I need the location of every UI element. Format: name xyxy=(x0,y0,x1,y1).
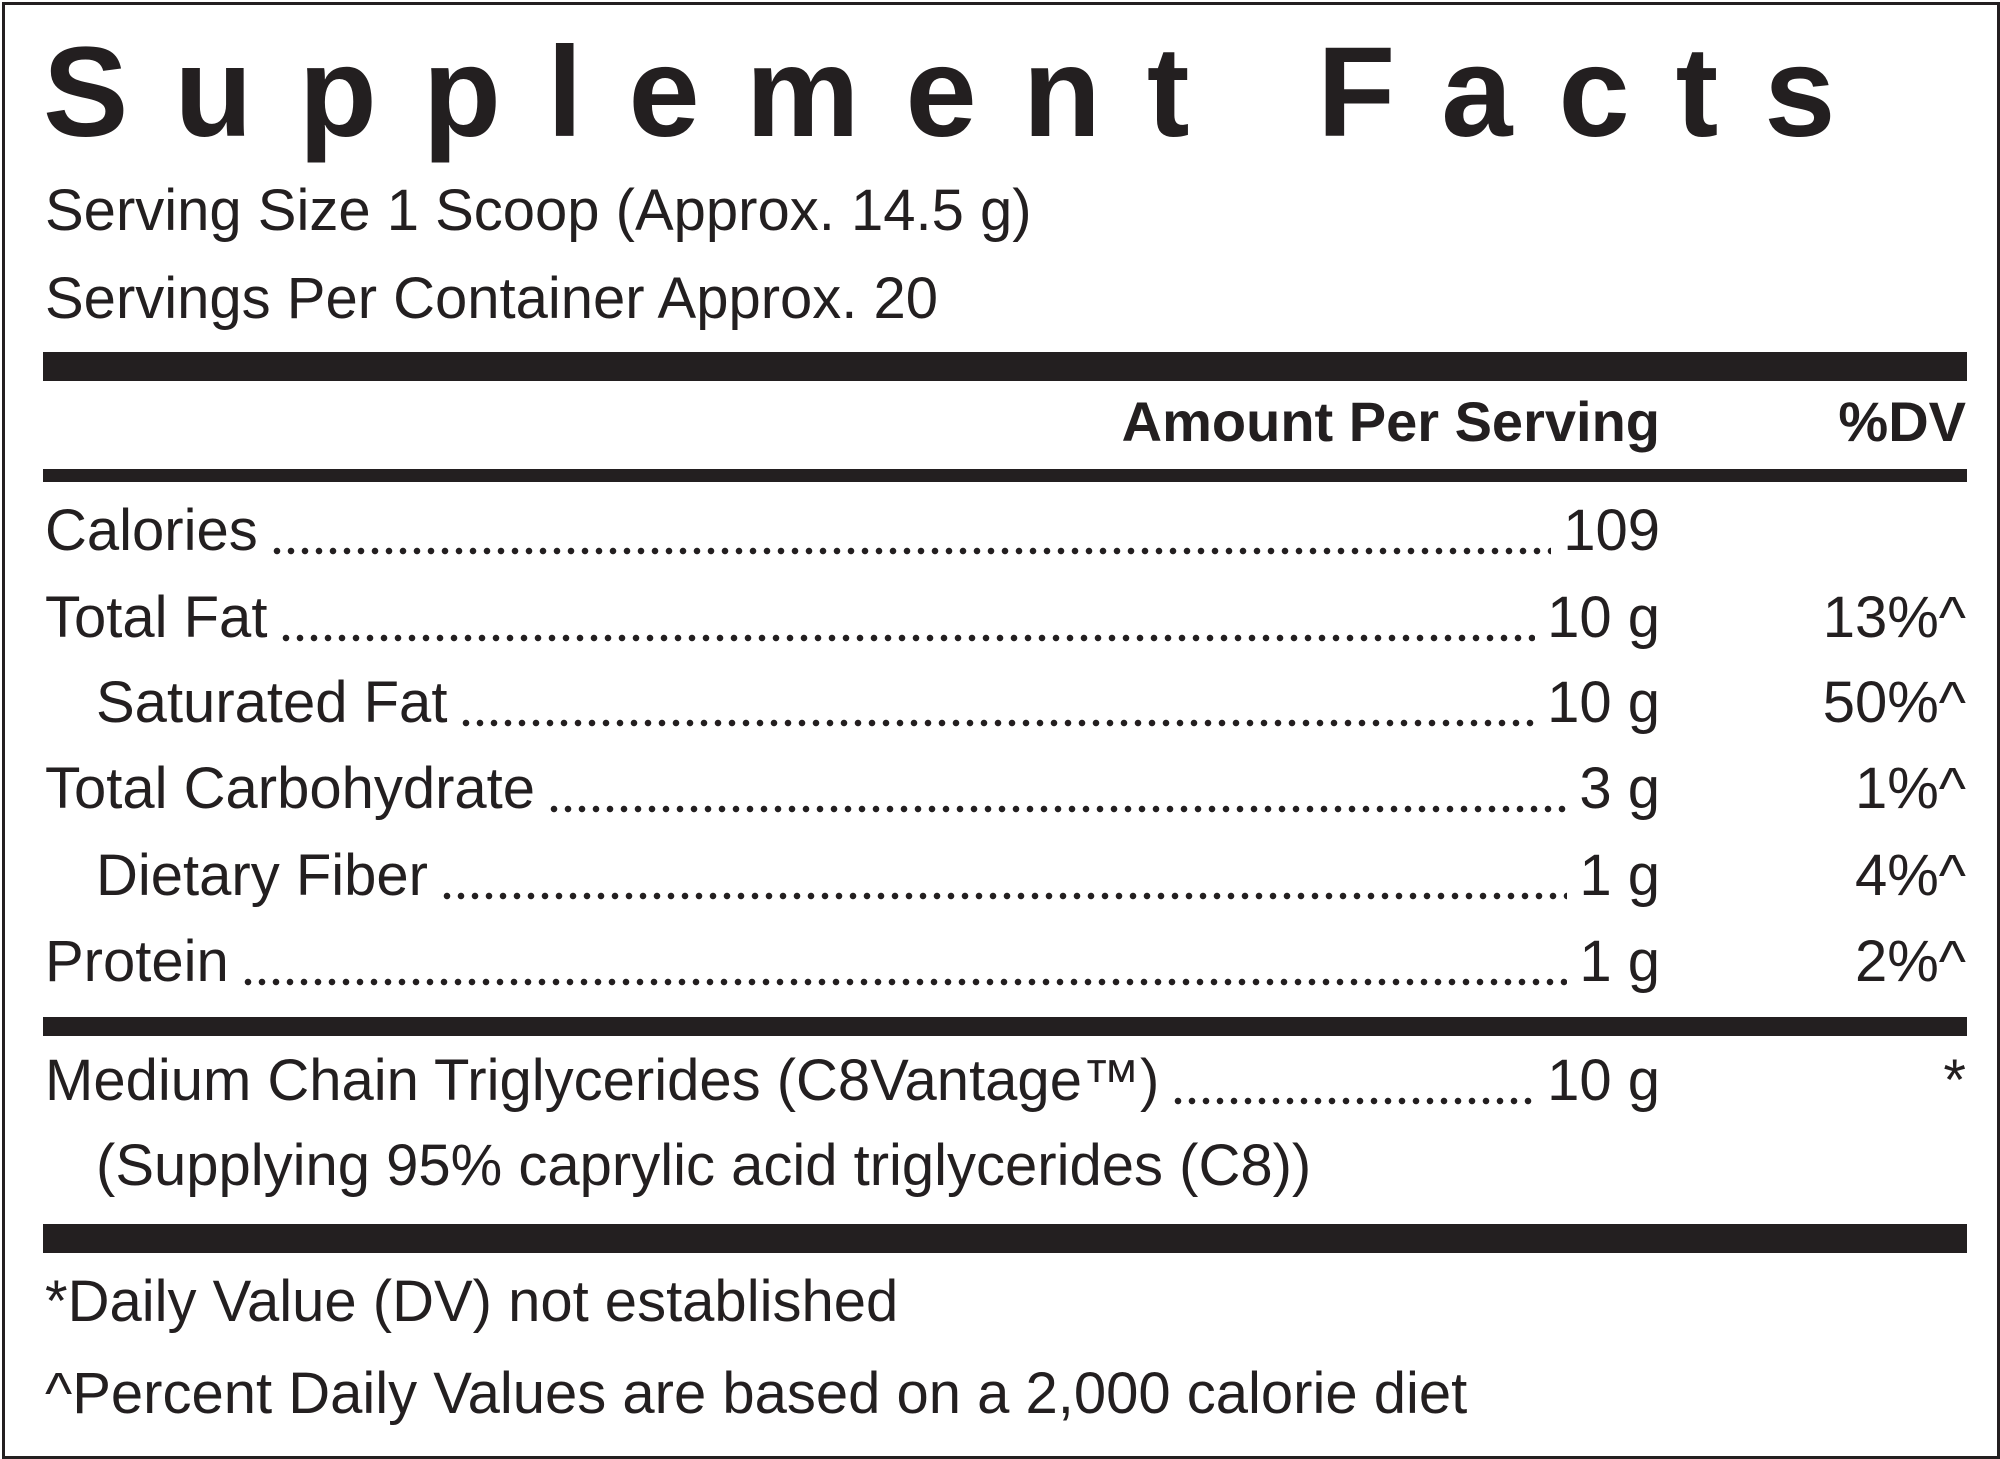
nutrient-amount: 109 xyxy=(1563,498,1660,563)
rule xyxy=(43,1017,1967,1036)
nutrient-dv: 4%^ xyxy=(1854,843,1966,908)
nutrient-name: Protein xyxy=(45,929,229,994)
servings-per-container: Servings Per Container Approx. 20 xyxy=(45,266,939,331)
thick-rule xyxy=(43,1224,1967,1253)
nutrient-dv: 50%^ xyxy=(1822,670,1966,735)
nutrient-name: Dietary Fiber xyxy=(96,843,428,908)
dv-header: %DV xyxy=(1838,390,1966,453)
nutrient-amount: 10 g xyxy=(1547,670,1660,735)
leader-dots xyxy=(240,927,1568,997)
nutrient-row: Total Fat 10 g xyxy=(45,583,1660,653)
nutrient-name: Medium Chain Triglycerides (C8Vantage™) xyxy=(45,1048,1160,1113)
leader-dots xyxy=(547,754,1568,824)
nutrient-dv: 1%^ xyxy=(1854,756,1966,821)
nutrient-amount: 10 g xyxy=(1547,1048,1660,1113)
nutrient-name: Total Carbohydrate xyxy=(45,756,536,821)
leader-dots xyxy=(459,668,1536,738)
nutrient-dv: 13%^ xyxy=(1822,585,1966,650)
nutrient-row: Calories 109 xyxy=(45,496,1660,566)
mct-note: (Supplying 95% caprylic acid triglycerid… xyxy=(96,1133,1312,1198)
footnote: ^Percent Daily Values are based on a 2,0… xyxy=(45,1361,1468,1426)
nutrient-dv: * xyxy=(1943,1048,1966,1113)
leader-dots xyxy=(1171,1046,1536,1116)
nutrient-amount: 10 g xyxy=(1547,585,1660,650)
leader-dots xyxy=(269,496,1552,566)
leader-dots xyxy=(439,841,1568,911)
title: Supplement Facts xyxy=(43,21,1882,164)
serving-size: Serving Size 1 Scoop (Approx. 14.5 g) xyxy=(45,178,1032,243)
nutrient-name: Saturated Fat xyxy=(96,670,448,735)
rule xyxy=(43,469,1967,482)
nutrient-row: Total Carbohydrate 3 g xyxy=(45,754,1660,824)
nutrient-row: Dietary Fiber 1 g xyxy=(96,841,1660,911)
amount-header: Amount Per Serving xyxy=(1121,390,1660,453)
nutrient-name: Calories xyxy=(45,498,258,563)
leader-dots xyxy=(279,583,1536,653)
thick-rule xyxy=(43,352,1967,381)
nutrient-amount: 1 g xyxy=(1579,929,1660,994)
nutrient-dv: 2%^ xyxy=(1854,929,1966,994)
nutrient-row: Saturated Fat 10 g xyxy=(96,668,1660,738)
nutrient-name: Total Fat xyxy=(45,585,268,650)
nutrient-amount: 1 g xyxy=(1579,843,1660,908)
nutrient-row: Protein 1 g xyxy=(45,927,1660,997)
nutrient-amount: 3 g xyxy=(1579,756,1660,821)
footnote: *Daily Value (DV) not established xyxy=(45,1269,899,1334)
nutrient-row: Medium Chain Triglycerides (C8Vantage™) 1… xyxy=(45,1046,1660,1116)
